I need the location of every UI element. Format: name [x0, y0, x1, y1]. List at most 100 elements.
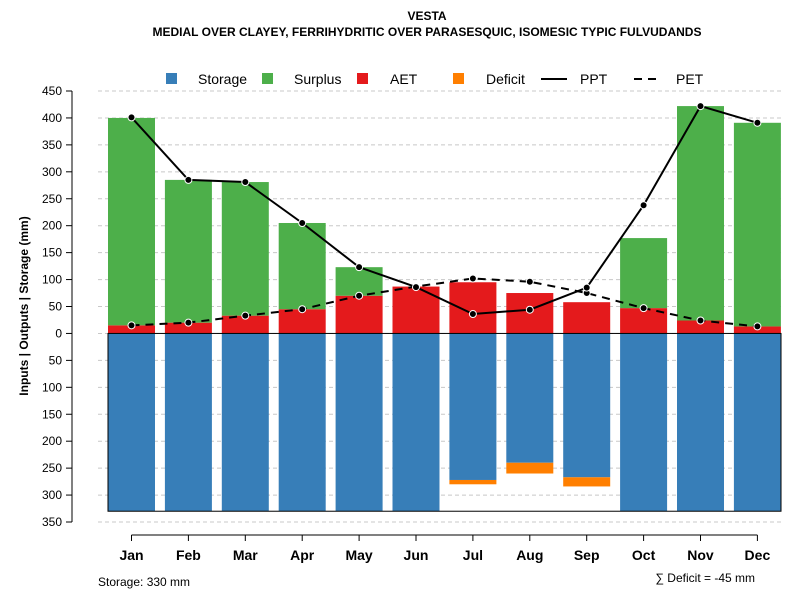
x-tick-label: Mar	[233, 547, 258, 563]
aet-bar	[108, 325, 155, 334]
chart-title: VESTA	[407, 9, 446, 23]
aet-bar	[335, 295, 383, 334]
storage-legend-label: Storage	[198, 71, 247, 87]
surplus-bar	[221, 182, 269, 316]
y-tick-label: 50	[49, 300, 63, 314]
pet-legend-label: PET	[676, 71, 704, 87]
y-tick-label: 150	[42, 407, 62, 421]
pet-point	[525, 277, 534, 286]
storage-bar	[221, 333, 269, 512]
ppt-point	[525, 305, 534, 314]
y-tick-label: 50	[49, 353, 63, 367]
x-tick-label: Apr	[290, 547, 315, 563]
surplus-bar	[108, 117, 155, 326]
x-tick-label: Feb	[176, 547, 201, 563]
y-tick-label: 200	[42, 434, 62, 448]
chart-subtitle: MEDIAL OVER CLAYEY, FERRIHYDRITIC OVER P…	[153, 25, 702, 39]
pet-point	[696, 316, 705, 325]
ppt-point	[298, 218, 307, 227]
deficit-legend-label: Deficit	[486, 71, 525, 87]
ppt-point	[468, 310, 477, 319]
ppt-point	[582, 283, 591, 292]
pet-point	[241, 311, 250, 320]
storage-bar	[733, 333, 781, 512]
surplus-legend-swatch	[262, 73, 273, 84]
y-tick-label: 100	[42, 380, 62, 394]
deficit-footer: ∑ Deficit = -45 mm	[655, 571, 755, 585]
deficit-bar	[449, 479, 497, 485]
series-lines	[127, 102, 762, 331]
storage-bar	[164, 333, 212, 512]
axes: 450 400 350 300 250 200 150 100 50 0 50 100 150 200 25…	[42, 84, 770, 563]
pet-point	[639, 304, 648, 313]
y-axis-label: Inputs | Outputs | Storage (mm)	[17, 216, 31, 395]
pet-point	[298, 305, 307, 314]
deficit-bar	[506, 462, 554, 474]
x-tick-label: Aug	[516, 547, 543, 563]
y-tick-label: 300	[42, 488, 62, 502]
storage-bar	[278, 333, 326, 512]
pet-point	[127, 321, 136, 330]
deficit-legend-swatch	[453, 73, 464, 84]
ppt-legend-label: PPT	[580, 71, 608, 87]
aet-bar	[677, 320, 724, 334]
bars	[107, 106, 782, 512]
surplus-bar	[335, 267, 383, 296]
aet-bar	[563, 302, 611, 334]
aet-bar	[392, 286, 440, 334]
ppt-point	[184, 175, 193, 184]
x-tick-label: Jan	[119, 547, 143, 563]
surplus-bar	[278, 222, 326, 310]
ppt-point	[412, 283, 420, 292]
storage-bar	[677, 333, 724, 512]
ppt-line	[130, 104, 758, 316]
x-tick-label: Dec	[745, 547, 771, 563]
surplus-bar	[677, 106, 724, 321]
y-tick-label: 0	[55, 326, 62, 340]
y-tick-label: 450	[42, 84, 62, 98]
aet-bar	[449, 282, 497, 334]
x-tick-label: Nov	[687, 547, 714, 563]
pet-point	[184, 318, 193, 327]
surplus-bar	[164, 179, 212, 323]
aet-bar	[221, 315, 269, 334]
y-tick-label: 400	[42, 111, 62, 125]
storage-bar	[563, 333, 611, 478]
y-tick-label: 350	[42, 515, 62, 529]
x-tick-label: May	[345, 547, 372, 563]
x-tick-label: Oct	[632, 547, 656, 563]
y-tick-label: 250	[42, 192, 62, 206]
aet-legend-swatch	[357, 73, 368, 84]
storage-bar	[108, 333, 155, 512]
storage-bar	[620, 333, 668, 512]
pet-point	[753, 322, 762, 331]
storage-legend-swatch	[166, 73, 177, 84]
legend: Storage Surplus AET Deficit PPT PET	[166, 71, 704, 87]
pet-line	[131, 277, 758, 328]
storage-bar	[449, 333, 497, 480]
aet-legend-label: AET	[390, 71, 418, 87]
storage-footer: Storage: 330 mm	[98, 575, 190, 589]
ppt-point	[127, 113, 136, 122]
ppt-point	[241, 178, 250, 187]
y-tick-label: 350	[42, 138, 62, 152]
storage-capacity-outline	[107, 332, 782, 512]
ppt-point	[355, 263, 364, 272]
ppt-point	[639, 201, 648, 210]
y-tick-label: 200	[42, 219, 62, 233]
surplus-bar	[733, 122, 781, 327]
surplus-bar	[620, 238, 668, 309]
storage-bar	[335, 333, 383, 512]
surplus-legend-label: Surplus	[294, 71, 341, 87]
y-tick-label: 300	[42, 165, 62, 179]
y-tick-label: 150	[42, 246, 62, 260]
storage-bar	[392, 333, 440, 512]
x-tick-label: Jun	[404, 547, 429, 563]
ppt-point	[753, 118, 762, 127]
x-tick-label: Jul	[463, 547, 483, 563]
y-tick-label: 250	[42, 461, 62, 475]
storage-bar	[506, 333, 554, 463]
pet-point	[355, 291, 364, 300]
aet-bar	[278, 309, 326, 334]
